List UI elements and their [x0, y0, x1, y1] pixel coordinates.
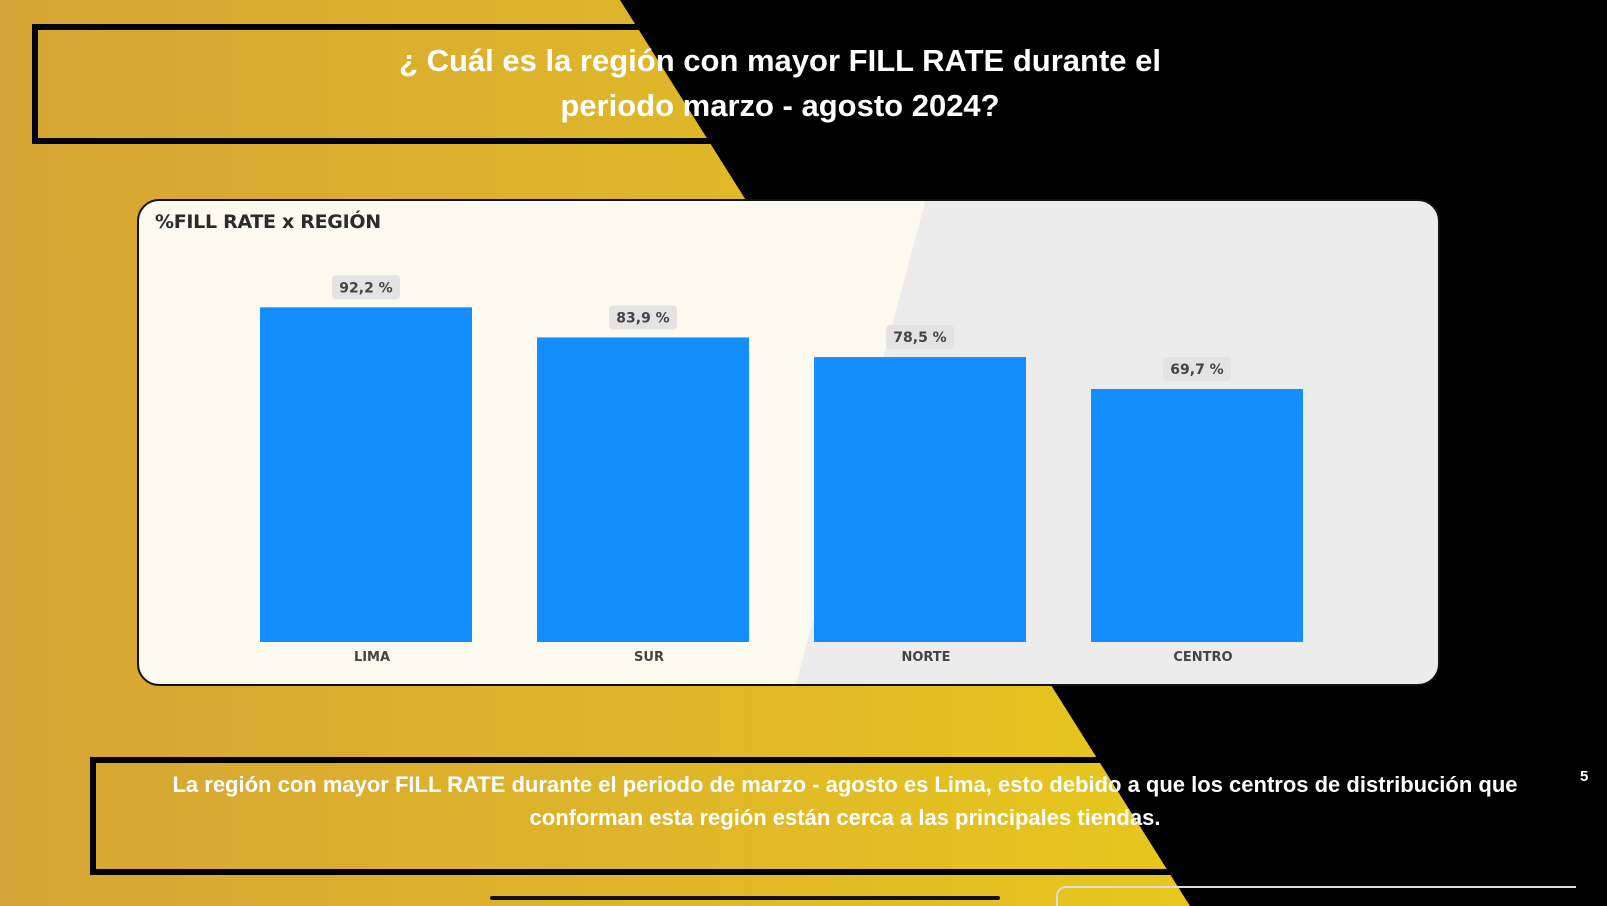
- underlying-panel-edge: [490, 896, 1000, 900]
- page-number: 5: [1580, 768, 1589, 785]
- bar-norte[interactable]: [814, 357, 1026, 642]
- page-title: ¿ Cuál es la región con mayor FILL RATE …: [230, 38, 1330, 128]
- data-label-bg-norte: [886, 325, 954, 350]
- x-tick-label-norte: NORTE: [901, 650, 950, 665]
- insight-text: La región con mayor FILL RATE durante el…: [120, 768, 1570, 834]
- page-title-line-1: ¿ Cuál es la región con mayor FILL RATE …: [399, 43, 1161, 78]
- insight-line-2: conforman esta región están cerca a las …: [529, 805, 1161, 830]
- chart-card[interactable]: %FILL RATE x REGIÓN 92,2 % LIMA 83,9 % SUR 7…: [137, 199, 1440, 686]
- data-label-bg-sur: [609, 305, 677, 330]
- insight-line-1: La región con mayor FILL RATE durante el…: [172, 772, 1518, 797]
- insight-frame: [90, 757, 1570, 875]
- chart-title: %FILL RATE x REGIÓN: [155, 211, 381, 233]
- data-label-bg-lima: [332, 275, 400, 300]
- bar-lima[interactable]: [260, 307, 472, 642]
- underlying-card-edge: [1056, 886, 1576, 906]
- title-frame: [32, 24, 1232, 144]
- x-tick-label-centro: CENTRO: [1173, 650, 1232, 665]
- x-tick-label-lima: LIMA: [354, 650, 390, 665]
- data-label-lima: 92,2 %: [339, 280, 392, 296]
- data-label-centro: 69,7 %: [1170, 362, 1223, 378]
- bar-chart: 92,2 % LIMA 83,9 % SUR 78,5 % NORTE 69,7 % CENT…: [260, 275, 1303, 665]
- data-label-sur: 83,9 %: [616, 310, 669, 326]
- data-label-norte: 78,5 %: [893, 330, 946, 346]
- bar-sur[interactable]: [537, 337, 749, 642]
- data-label-bg-centro: [1163, 356, 1231, 381]
- bar-centro[interactable]: [1091, 388, 1303, 642]
- page-title-line-2: periodo marzo - agosto 2024?: [560, 88, 1000, 123]
- x-tick-label-sur: SUR: [634, 650, 664, 665]
